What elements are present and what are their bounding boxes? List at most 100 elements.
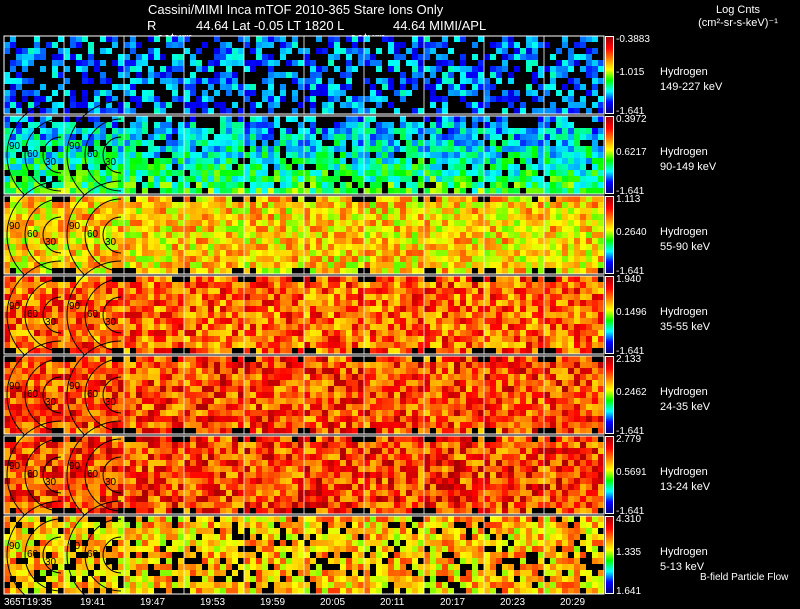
contour-label: 60	[27, 309, 39, 320]
contour-label: 30	[45, 477, 57, 488]
colorbar-min-label: -1.641	[616, 186, 645, 197]
colorbar-5	[605, 356, 614, 434]
contour-label: 90	[69, 381, 81, 392]
contour-label: 60	[87, 549, 99, 560]
contour-label: 90	[9, 141, 21, 152]
colorbar-mid-label: 1.335	[616, 547, 642, 558]
colorbar-min-label: -1.641	[616, 266, 645, 277]
contour-label: 60	[87, 389, 99, 400]
contour-label: 30	[105, 157, 117, 168]
energy-range-label: 24-35 keV	[660, 401, 711, 413]
colorbar-mid-label: 0.1496	[616, 307, 647, 318]
time-tick-label: 20:29	[560, 597, 586, 608]
colorbar-6	[605, 436, 614, 514]
contour-label: 90	[9, 461, 21, 472]
colorbar-max-label: 1.113	[616, 194, 641, 205]
contour-label: 60	[27, 229, 39, 240]
contour-label: 90	[69, 141, 81, 152]
contour-label: 30	[105, 237, 117, 248]
time-tick-label: 20:11	[380, 597, 405, 608]
colorbar-mid-label: 0.2462	[616, 387, 647, 398]
species-label: Hydrogen	[660, 226, 708, 238]
panel-2	[3, 100, 605, 210]
colorbar-max-label: 4.310	[616, 514, 642, 525]
contour-label: 90	[69, 301, 81, 312]
contour-label: 60	[87, 229, 99, 240]
orbit-info: 44.64 Lat -0.05 LT 1820 L	[196, 18, 345, 33]
colorbar-7	[605, 516, 614, 594]
colorbar-max-label: 2.133	[616, 354, 642, 365]
contour-label: 30	[105, 397, 117, 408]
orbit-l-info: 44.64 MIMI/APL	[393, 18, 487, 33]
panel-6	[3, 420, 605, 530]
species-label: Hydrogen	[660, 146, 708, 158]
species-label: Hydrogen	[660, 66, 708, 78]
colorbar-mid-label: 0.6217	[616, 147, 647, 158]
colorbar-min-label: 1.641	[616, 586, 642, 597]
contour-label: 30	[45, 557, 57, 568]
contour-label: 60	[87, 309, 99, 320]
time-tick-label: 19:59	[260, 597, 286, 608]
contour-label: 30	[105, 557, 117, 568]
contour-label: 30	[45, 397, 57, 408]
contour-label: 90	[69, 461, 81, 472]
time-tick-label: 19:47	[140, 597, 166, 608]
orbit-r-label: R	[147, 18, 157, 33]
panel-1	[3, 35, 605, 115]
contour-label: 90	[9, 221, 21, 232]
colorbar-units: (cm²-sr-s-keV)⁻¹	[698, 17, 778, 29]
energy-range-label: 149-227 keV	[660, 81, 723, 93]
panel-5	[3, 340, 605, 450]
colorbar-2	[605, 116, 614, 194]
footer-note: B-field Particle Flow	[700, 572, 789, 583]
colorbar-mid-label: -1.015	[616, 67, 645, 78]
time-tick-label: 19:41	[80, 597, 106, 608]
time-tick-label: 20:17	[440, 597, 466, 608]
energy-range-label: 35-55 keV	[660, 321, 711, 333]
colorbar-3	[605, 196, 614, 274]
contour-label: 60	[27, 469, 39, 480]
colorbar-1	[605, 36, 614, 114]
colorbar-min-label: -1.641	[616, 426, 645, 437]
colorbar-max-label: 1.940	[616, 274, 642, 285]
time-tick-label: 365T19:35	[4, 597, 52, 608]
energy-range-label: 5-13 keV	[660, 561, 705, 573]
energy-range-label: 90-149 keV	[660, 161, 717, 173]
contour-label: 60	[87, 469, 99, 480]
colorbar-title: Log Cnts	[715, 4, 761, 16]
colorbar-max-label: 0.3972	[616, 114, 647, 125]
contour-label: 60	[87, 149, 99, 160]
panel-3	[3, 180, 605, 290]
colorbar-4	[605, 276, 614, 354]
contour-label: 30	[45, 317, 57, 328]
contour-label: 90	[69, 221, 81, 232]
energy-range-label: 13-24 keV	[660, 481, 711, 493]
contour-label: 90	[9, 301, 21, 312]
contour-label: 30	[45, 157, 57, 168]
panel-7	[3, 500, 605, 609]
colorbar-max-label: -0.3883	[616, 34, 650, 45]
contour-label: 60	[27, 149, 39, 160]
species-label: Hydrogen	[660, 386, 708, 398]
contour-label: 30	[45, 237, 57, 248]
species-label: Hydrogen	[660, 466, 708, 478]
time-tick-label: 19:53	[200, 597, 226, 608]
species-label: Hydrogen	[660, 546, 708, 558]
time-tick-label: 20:05	[320, 597, 346, 608]
contour-label: 30	[105, 477, 117, 488]
colorbar-min-label: -1.641	[616, 106, 645, 117]
colorbar-mid-label: 0.5691	[616, 467, 647, 478]
contour-label: 90	[9, 381, 21, 392]
contour-label: 90	[9, 541, 21, 552]
contour-label: 60	[27, 549, 39, 560]
colorbar-max-label: 2.779	[616, 434, 642, 445]
species-label: Hydrogen	[660, 306, 708, 318]
panel-4	[3, 260, 605, 370]
colorbar-min-label: -1.641	[616, 346, 645, 357]
energy-range-label: 55-90 keV	[660, 241, 711, 253]
time-tick-label: 20:23	[500, 597, 526, 608]
chart-title: Cassini/MIMI Inca mTOF 2010-365 Stare Io…	[148, 2, 444, 17]
colorbar-min-label: -1.641	[616, 506, 645, 517]
contour-label: 60	[27, 389, 39, 400]
